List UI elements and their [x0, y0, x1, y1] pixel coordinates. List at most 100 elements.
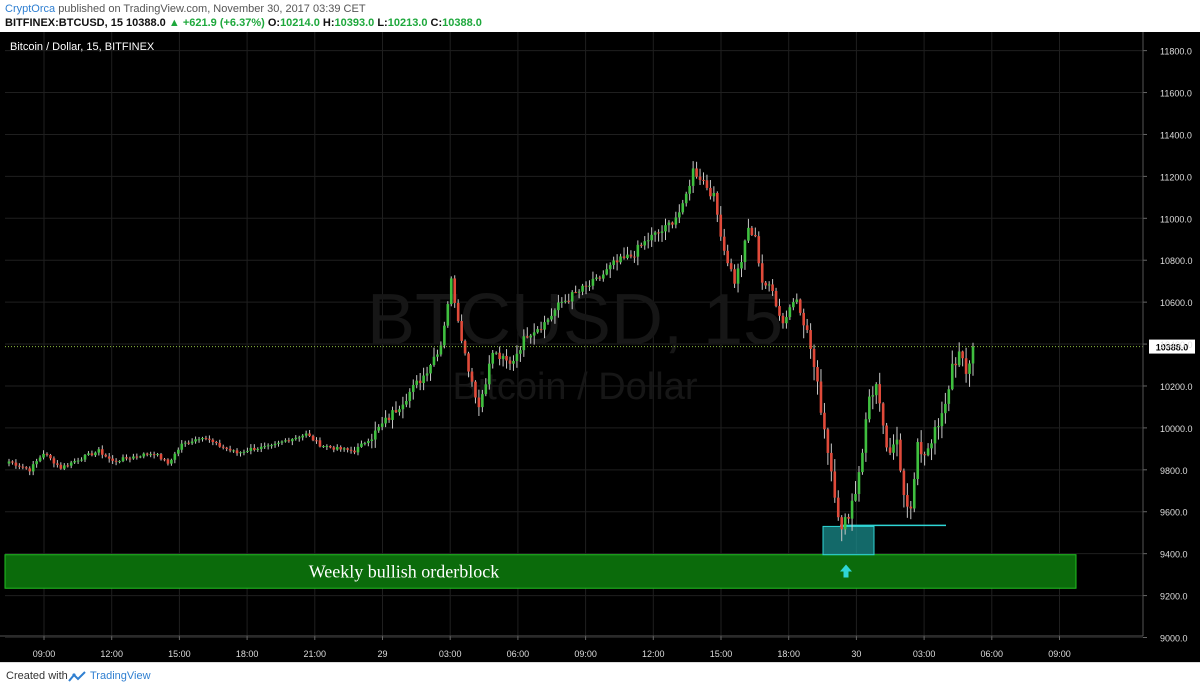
candle-body	[888, 447, 892, 453]
candle-body	[449, 278, 453, 305]
candle-body	[208, 438, 211, 440]
candle-body	[294, 437, 298, 440]
candle-body	[764, 282, 767, 286]
candle-body	[954, 363, 958, 366]
candle-body	[170, 459, 173, 464]
candle-body	[135, 456, 139, 458]
candle-body	[716, 193, 719, 215]
candle-body	[138, 456, 142, 458]
candle-body	[329, 446, 332, 448]
candle-body	[411, 384, 415, 392]
candle-body	[463, 340, 467, 354]
open-label: O:	[267, 17, 281, 29]
candle-body	[726, 250, 729, 264]
tradingview-brand[interactable]: TradingView	[90, 670, 151, 682]
x-tick-label: 09:00	[1048, 649, 1071, 659]
candle-body	[31, 464, 35, 472]
candle-body	[619, 256, 622, 263]
candle-body	[902, 470, 906, 496]
candle-body	[646, 240, 650, 242]
candle-body	[460, 321, 463, 341]
candle-body	[332, 447, 336, 450]
demand-box	[822, 525, 875, 556]
y-tick-label: 9800.0	[1160, 466, 1188, 476]
candle-body	[529, 335, 533, 338]
candle-body	[249, 447, 253, 451]
candle-body	[508, 360, 512, 364]
candle-body	[111, 458, 114, 461]
candle-body	[968, 363, 971, 374]
candle-body	[740, 262, 743, 269]
candle-body	[405, 400, 408, 405]
candle-body	[239, 452, 242, 454]
candle-body	[166, 459, 170, 464]
candle-body	[909, 506, 913, 509]
y-tick-label: 10200.0	[1160, 382, 1193, 392]
candle-body	[757, 236, 761, 264]
x-tick-label: 18:00	[236, 649, 259, 659]
candle-body	[733, 269, 736, 284]
candle-body	[947, 389, 951, 404]
candle-body	[149, 454, 152, 456]
candle-body	[767, 284, 771, 286]
candle-body	[881, 403, 885, 426]
candle-body	[491, 352, 495, 364]
price-change: +621.9 (+6.37%)	[182, 17, 265, 29]
author-name[interactable]: CryptOrca	[5, 3, 56, 15]
candle-body	[180, 443, 184, 450]
candle-body	[971, 346, 975, 364]
candle-body	[543, 322, 546, 330]
x-tick-label: 06:00	[507, 649, 530, 659]
y-tick-label: 11400.0	[1160, 130, 1192, 140]
candle-body	[246, 450, 249, 452]
publish-info: CryptOrca published on TradingView.com, …	[5, 3, 366, 15]
candle-body	[702, 179, 705, 181]
high-label: H:	[322, 17, 335, 29]
candle-body	[633, 256, 636, 258]
candle-body	[73, 461, 76, 463]
candle-body	[525, 336, 529, 338]
x-tick-label: 03:00	[439, 649, 462, 659]
candle-body	[201, 437, 204, 440]
candle-body	[608, 265, 612, 270]
up-arrow-icon	[840, 564, 852, 578]
candle-body	[145, 453, 149, 455]
price-chart[interactable]: BTCUSD, 15 Bitcoin / Dollar Weekly bulli…	[0, 32, 1200, 662]
last-price: 10388.0	[126, 17, 166, 29]
x-tick-label: 09:00	[33, 649, 56, 659]
candle-body	[477, 397, 481, 408]
candle-body	[643, 241, 647, 246]
candle-body	[183, 442, 187, 444]
candle-body	[76, 460, 80, 462]
candle-body	[636, 244, 640, 257]
candle-body	[253, 447, 256, 450]
candle-body	[950, 363, 954, 390]
candle-body	[864, 419, 868, 453]
candle-body	[159, 454, 163, 460]
candle-body	[553, 310, 557, 316]
candle-body	[750, 227, 754, 236]
candle-body	[221, 446, 225, 448]
candle-body	[743, 240, 747, 263]
orderblock-label: Weekly bullish orderblock	[309, 561, 500, 581]
candle-body	[778, 306, 781, 316]
candle-body	[819, 381, 823, 413]
candle-body	[674, 217, 678, 225]
candle-body	[173, 453, 177, 460]
candle-body	[678, 212, 681, 218]
watermark-symbol: BTCUSD, 15	[367, 280, 783, 360]
candle-body	[802, 312, 805, 326]
candle-body	[38, 457, 42, 462]
candle-body	[128, 458, 132, 460]
candle-body	[626, 254, 629, 259]
candle-body	[640, 244, 643, 246]
candle-body	[256, 449, 260, 451]
candle-body	[377, 426, 381, 431]
candle-body	[446, 304, 450, 326]
candle-body	[408, 391, 412, 401]
candle-body	[664, 225, 667, 232]
candle-body	[297, 437, 301, 439]
candle-body	[885, 425, 888, 448]
candle-body	[964, 358, 968, 374]
candle-body	[515, 353, 519, 361]
